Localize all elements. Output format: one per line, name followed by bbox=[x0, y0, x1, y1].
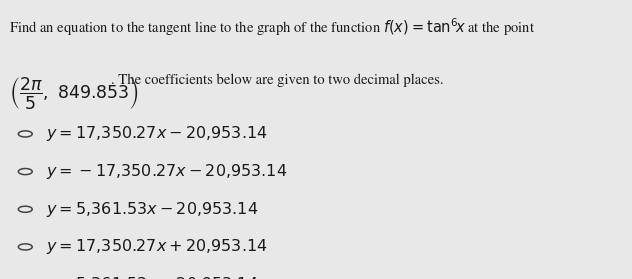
Text: $y = 5{,}361.53x-20{,}953.14$: $y = 5{,}361.53x-20{,}953.14$ bbox=[46, 200, 258, 219]
Circle shape bbox=[18, 131, 32, 137]
Text: $\left(\dfrac{2\pi}{5},\ 849.853\right)$: $\left(\dfrac{2\pi}{5},\ 849.853\right)$ bbox=[9, 75, 139, 111]
Circle shape bbox=[18, 244, 32, 250]
Text: Find an equation to the tangent line to the graph of the function $f(x)=\mathrm{: Find an equation to the tangent line to … bbox=[9, 17, 535, 39]
Circle shape bbox=[18, 169, 32, 175]
Text: $y = 17{,}350.27x-20{,}953.14$: $y = 17{,}350.27x-20{,}953.14$ bbox=[46, 124, 268, 143]
Circle shape bbox=[18, 206, 32, 212]
Text: $y = 5{,}361.53x+20{,}953.14$: $y = 5{,}361.53x+20{,}953.14$ bbox=[46, 275, 258, 279]
Text: $y = -17{,}350.27x-20{,}953.14$: $y = -17{,}350.27x-20{,}953.14$ bbox=[46, 162, 288, 181]
Text: $y = 17{,}350.27x+20{,}953.14$: $y = 17{,}350.27x+20{,}953.14$ bbox=[46, 237, 268, 256]
Text: . The coefficients below are given to two decimal places.: . The coefficients below are given to tw… bbox=[111, 74, 443, 87]
